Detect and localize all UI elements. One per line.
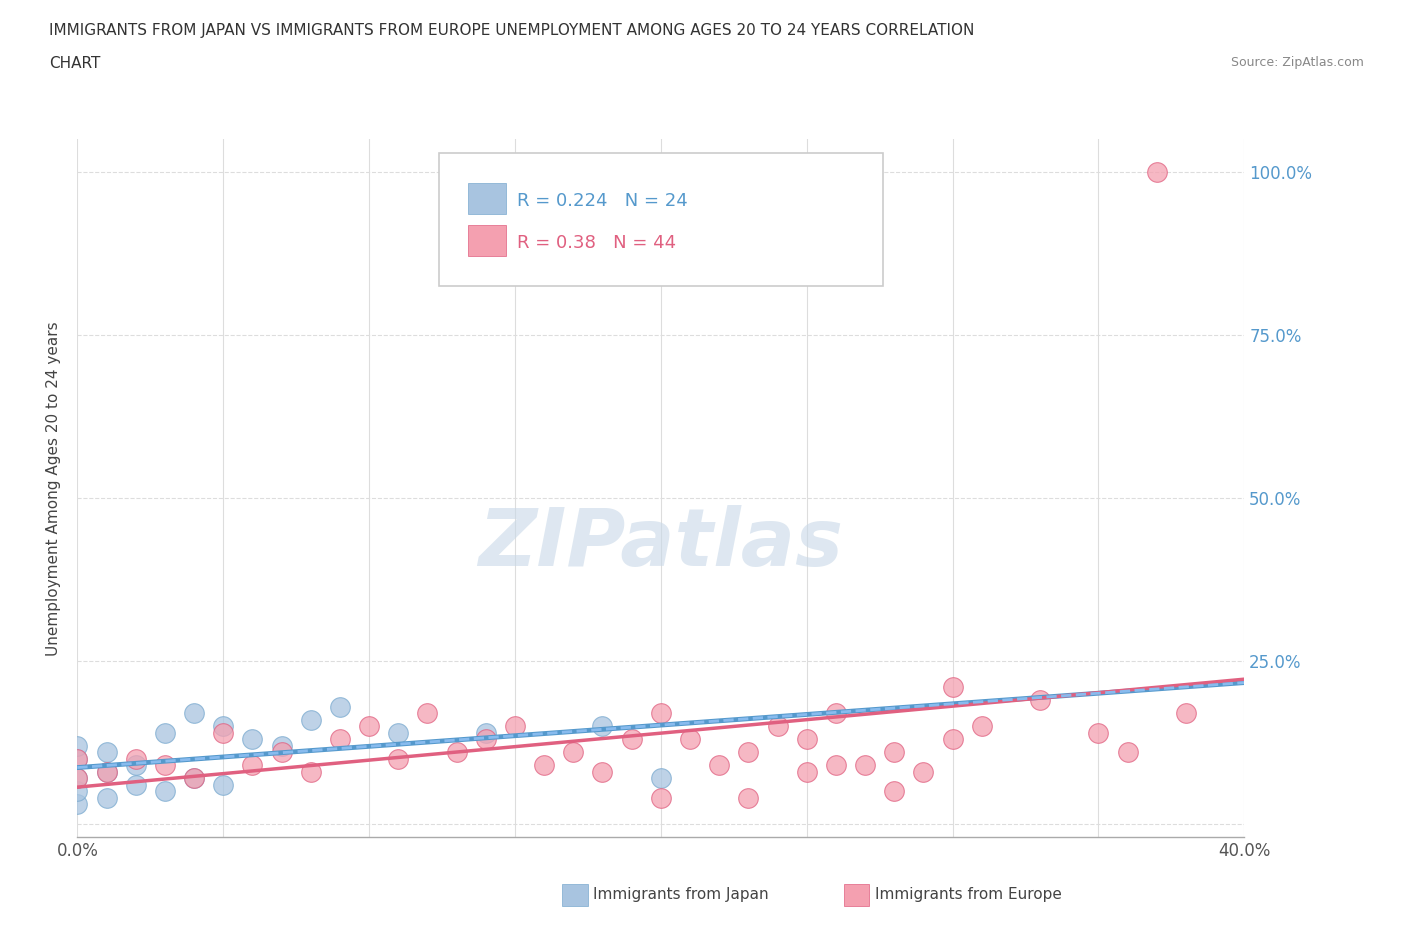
Point: [153, 758, 176, 773]
Point: [212, 777, 235, 792]
Point: [212, 725, 235, 740]
Point: [883, 784, 905, 799]
Point: [242, 758, 264, 773]
Point: [650, 706, 672, 721]
Point: [183, 771, 205, 786]
Point: [242, 732, 264, 747]
Point: [942, 732, 965, 747]
Point: [592, 764, 614, 779]
Text: R = 0.224   N = 24: R = 0.224 N = 24: [517, 192, 688, 210]
Point: [1175, 706, 1198, 721]
FancyBboxPatch shape: [439, 153, 883, 286]
Text: Immigrants from Japan: Immigrants from Japan: [593, 887, 769, 902]
Point: [96, 764, 118, 779]
Point: [737, 745, 759, 760]
Point: [387, 751, 409, 766]
Point: [416, 706, 439, 721]
Point: [1087, 725, 1109, 740]
Point: [796, 732, 818, 747]
Point: [183, 706, 205, 721]
Text: Immigrants from Europe: Immigrants from Europe: [875, 887, 1062, 902]
Point: [883, 745, 905, 760]
Point: [853, 758, 876, 773]
Y-axis label: Unemployment Among Ages 20 to 24 years: Unemployment Among Ages 20 to 24 years: [46, 321, 62, 656]
Point: [650, 771, 672, 786]
Point: [66, 771, 89, 786]
Point: [125, 758, 148, 773]
Point: [475, 732, 498, 747]
Point: [66, 771, 89, 786]
Point: [96, 764, 118, 779]
Point: [737, 790, 759, 805]
Point: [329, 732, 352, 747]
Point: [942, 680, 965, 695]
Point: [533, 758, 555, 773]
Point: [709, 758, 731, 773]
Point: [329, 699, 352, 714]
Text: R = 0.38   N = 44: R = 0.38 N = 44: [517, 233, 676, 252]
Text: ZIPatlas: ZIPatlas: [478, 505, 844, 583]
Point: [475, 725, 498, 740]
Point: [766, 719, 789, 734]
Bar: [468, 225, 506, 257]
Point: [796, 764, 818, 779]
Point: [503, 719, 526, 734]
Point: [825, 706, 848, 721]
Point: [620, 732, 643, 747]
Point: [66, 797, 89, 812]
Point: [270, 738, 292, 753]
Point: [66, 784, 89, 799]
Point: [825, 758, 848, 773]
Text: CHART: CHART: [49, 56, 101, 71]
Point: [125, 751, 148, 766]
Point: [66, 738, 89, 753]
Point: [592, 719, 614, 734]
Text: IMMIGRANTS FROM JAPAN VS IMMIGRANTS FROM EUROPE UNEMPLOYMENT AMONG AGES 20 TO 24: IMMIGRANTS FROM JAPAN VS IMMIGRANTS FROM…: [49, 23, 974, 38]
Point: [446, 745, 468, 760]
Point: [96, 745, 118, 760]
Point: [153, 784, 176, 799]
Point: [66, 751, 89, 766]
Point: [1146, 165, 1168, 179]
Point: [299, 712, 322, 727]
Point: [650, 790, 672, 805]
Point: [970, 719, 993, 734]
Point: [153, 725, 176, 740]
Text: Source: ZipAtlas.com: Source: ZipAtlas.com: [1230, 56, 1364, 69]
Point: [299, 764, 322, 779]
Point: [1029, 693, 1052, 708]
Point: [270, 745, 292, 760]
Point: [359, 719, 381, 734]
Point: [679, 732, 702, 747]
Point: [66, 751, 89, 766]
Point: [1116, 745, 1139, 760]
Point: [387, 725, 409, 740]
Point: [96, 790, 118, 805]
Point: [912, 764, 935, 779]
Point: [212, 719, 235, 734]
Point: [562, 745, 585, 760]
Point: [183, 771, 205, 786]
Point: [125, 777, 148, 792]
Bar: [468, 183, 506, 215]
